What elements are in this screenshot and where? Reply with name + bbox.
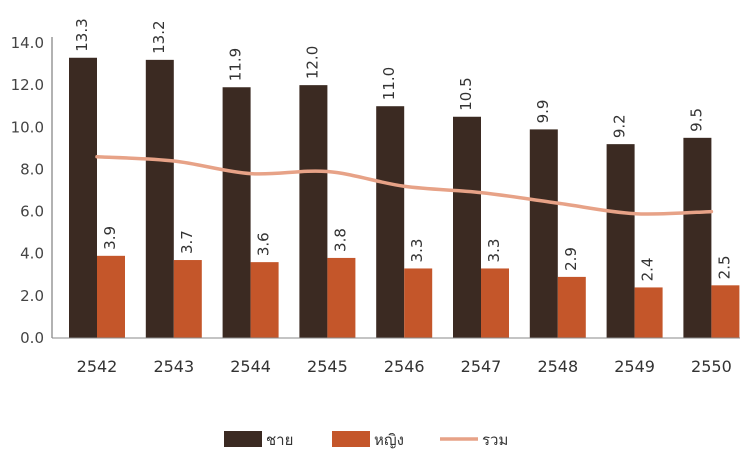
bar-male (69, 57, 97, 338)
x-tick-label: 2542 (77, 357, 118, 376)
y-tick-label: 12.0 (11, 76, 44, 94)
data-label: 11.0 (380, 67, 398, 100)
total-line-layer (95, 155, 714, 216)
bar-female (634, 287, 663, 338)
bar-female (557, 276, 586, 338)
bar-female (327, 257, 356, 338)
legend-swatch-male (224, 431, 262, 447)
x-tick-label: 2546 (384, 357, 425, 376)
data-label: 9.2 (611, 114, 629, 138)
data-label: 9.9 (534, 100, 552, 124)
bar-female (173, 260, 202, 338)
bar-female (481, 268, 509, 338)
data-label: 3.7 (178, 230, 196, 254)
data-label: 3.6 (255, 232, 273, 256)
data-label: 2.4 (639, 258, 657, 282)
data-label: 3.3 (408, 239, 426, 263)
data-label: 3.8 (331, 228, 349, 252)
data-label: 3.3 (485, 239, 503, 263)
x-tick-label: 2548 (537, 357, 578, 376)
bar-female (250, 262, 279, 338)
y-tick-label: 8.0 (20, 160, 44, 178)
data-label: 13.2 (150, 20, 168, 53)
legend: ชาย หญิง รวม (224, 431, 508, 449)
y-tick-label: 14.0 (11, 34, 44, 52)
data-label: 10.5 (457, 77, 475, 110)
y-axis: 0.0 2.0 4.0 6.0 8.0 10.0 12.0 14.0 (11, 34, 53, 347)
x-tick-label: 2549 (614, 357, 655, 376)
bar-female (711, 285, 740, 338)
data-label: 13.3 (73, 18, 91, 51)
legend-label: ชาย (266, 431, 293, 449)
bar-female (404, 268, 433, 338)
bar-male (222, 87, 251, 338)
legend-swatch-female (332, 431, 370, 447)
y-tick-label: 0.0 (20, 329, 44, 347)
bar-male (453, 116, 481, 338)
data-label: 2.5 (715, 255, 733, 279)
data-label: 9.5 (687, 108, 705, 132)
x-axis: 2542 2543 2544 2545 2546 2547 2548 2549 2550 (52, 337, 740, 376)
bar-male (606, 144, 635, 338)
data-label: 12.0 (303, 46, 321, 79)
bar-male (529, 129, 558, 338)
data-label: 2.9 (562, 247, 580, 271)
y-tick-label: 10.0 (11, 118, 44, 136)
x-tick-label: 2544 (230, 357, 271, 376)
y-tick-label: 2.0 (20, 287, 44, 305)
x-tick-label: 2543 (153, 357, 194, 376)
bar-male (299, 85, 328, 339)
x-tick-label: 2550 (691, 357, 732, 376)
data-label: 3.9 (101, 226, 119, 250)
total-line (95, 155, 714, 216)
bar-male (683, 137, 712, 338)
bar-female (97, 255, 125, 338)
y-tick-label: 6.0 (20, 203, 44, 221)
y-tick-label: 4.0 (20, 245, 44, 263)
data-labels: 13.3 3.9 13.2 3.7 11.9 3.6 12.0 3.8 11.0 3.3 10.5 3… (73, 18, 733, 281)
x-tick-label: 2547 (461, 357, 502, 376)
x-tick-label: 2545 (307, 357, 348, 376)
bars (69, 57, 740, 339)
data-label: 11.9 (227, 48, 245, 81)
legend-label: หญิง (374, 431, 404, 449)
legend-label: รวม (482, 431, 508, 449)
bar-male (145, 59, 174, 338)
bar-male (376, 106, 405, 338)
